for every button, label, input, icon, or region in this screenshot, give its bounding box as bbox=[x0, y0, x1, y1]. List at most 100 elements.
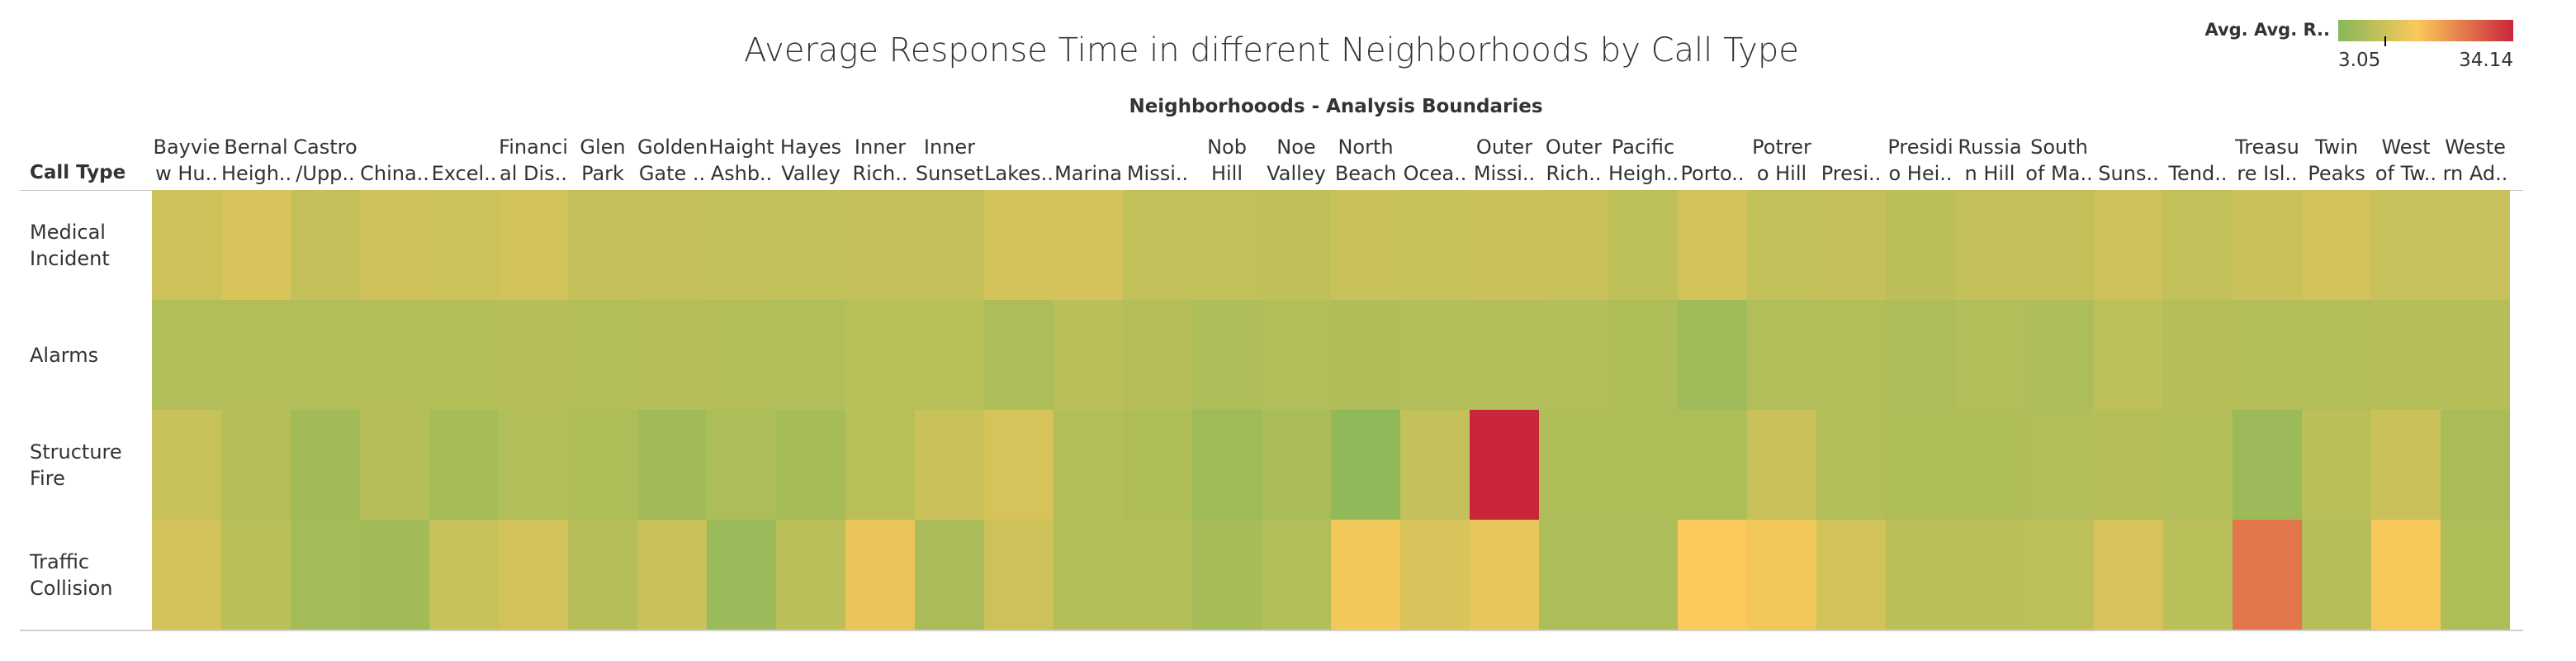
heatmap-cell[interactable] bbox=[1331, 300, 1400, 410]
heatmap-cell[interactable] bbox=[221, 410, 291, 520]
heatmap-cell[interactable] bbox=[429, 410, 499, 520]
heatmap-cell[interactable] bbox=[568, 410, 637, 520]
heatmap-cell[interactable] bbox=[1678, 300, 1747, 410]
heatmap-cell[interactable] bbox=[221, 520, 291, 630]
heatmap-cell[interactable] bbox=[984, 300, 1054, 410]
heatmap-cell[interactable] bbox=[1400, 300, 1470, 410]
heatmap-cell[interactable] bbox=[1400, 190, 1470, 300]
heatmap-cell[interactable] bbox=[2441, 520, 2510, 630]
heatmap-cell[interactable] bbox=[984, 520, 1054, 630]
heatmap-cell[interactable] bbox=[291, 410, 360, 520]
heatmap-cell[interactable] bbox=[1747, 410, 1816, 520]
heatmap-cell[interactable] bbox=[1539, 520, 1608, 630]
heatmap-cell[interactable] bbox=[1054, 300, 1123, 410]
heatmap-cell[interactable] bbox=[1331, 520, 1400, 630]
heatmap-cell[interactable] bbox=[1816, 410, 1886, 520]
heatmap-cell[interactable] bbox=[2371, 300, 2441, 410]
heatmap-cell[interactable] bbox=[360, 520, 429, 630]
heatmap-cell[interactable] bbox=[1886, 520, 1955, 630]
heatmap-cell[interactable] bbox=[291, 520, 360, 630]
heatmap-cell[interactable] bbox=[152, 190, 221, 300]
heatmap-cell[interactable] bbox=[499, 520, 568, 630]
heatmap-cell[interactable] bbox=[2094, 520, 2163, 630]
heatmap-cell[interactable] bbox=[429, 190, 499, 300]
heatmap-cell[interactable] bbox=[429, 520, 499, 630]
heatmap-cell[interactable] bbox=[1816, 300, 1886, 410]
heatmap-cell[interactable] bbox=[1539, 300, 1608, 410]
heatmap-cell[interactable] bbox=[776, 410, 845, 520]
heatmap-cell[interactable] bbox=[429, 300, 499, 410]
heatmap-cell[interactable] bbox=[1123, 190, 1192, 300]
heatmap-cell[interactable] bbox=[2024, 300, 2094, 410]
heatmap-cell[interactable] bbox=[1816, 190, 1886, 300]
heatmap-cell[interactable] bbox=[845, 410, 915, 520]
heatmap-cell[interactable] bbox=[2302, 410, 2371, 520]
heatmap-cell[interactable] bbox=[1262, 520, 1331, 630]
heatmap-cell[interactable] bbox=[984, 190, 1054, 300]
heatmap-cell[interactable] bbox=[1470, 410, 1539, 520]
heatmap-cell[interactable] bbox=[707, 520, 776, 630]
heatmap-cell[interactable] bbox=[2441, 190, 2510, 300]
heatmap-cell[interactable] bbox=[2302, 300, 2371, 410]
heatmap-cell[interactable] bbox=[2233, 520, 2302, 630]
heatmap-cell[interactable] bbox=[637, 300, 707, 410]
heatmap-cell[interactable] bbox=[1400, 410, 1470, 520]
heatmap-cell[interactable] bbox=[1955, 520, 2024, 630]
heatmap-cell[interactable] bbox=[2371, 520, 2441, 630]
heatmap-cell[interactable] bbox=[1886, 300, 1955, 410]
heatmap-cell[interactable] bbox=[1192, 410, 1262, 520]
heatmap-cell[interactable] bbox=[1192, 520, 1262, 630]
heatmap-cell[interactable] bbox=[291, 190, 360, 300]
heatmap-cell[interactable] bbox=[1192, 300, 1262, 410]
heatmap-cell[interactable] bbox=[291, 300, 360, 410]
heatmap-cell[interactable] bbox=[2024, 520, 2094, 630]
heatmap-cell[interactable] bbox=[776, 520, 845, 630]
heatmap-cell[interactable] bbox=[915, 520, 984, 630]
heatmap-cell[interactable] bbox=[1123, 520, 1192, 630]
heatmap-cell[interactable] bbox=[1608, 300, 1678, 410]
heatmap-cell[interactable] bbox=[1123, 300, 1192, 410]
heatmap-cell[interactable] bbox=[1747, 520, 1816, 630]
heatmap-cell[interactable] bbox=[1262, 410, 1331, 520]
heatmap-cell[interactable] bbox=[360, 300, 429, 410]
heatmap-cell[interactable] bbox=[1955, 410, 2024, 520]
heatmap-cell[interactable] bbox=[1678, 410, 1747, 520]
heatmap-cell[interactable] bbox=[1678, 520, 1747, 630]
heatmap-cell[interactable] bbox=[568, 190, 637, 300]
heatmap-cell[interactable] bbox=[915, 300, 984, 410]
heatmap-cell[interactable] bbox=[1539, 410, 1608, 520]
heatmap-cell[interactable] bbox=[776, 300, 845, 410]
heatmap-cell[interactable] bbox=[1955, 300, 2024, 410]
heatmap-cell[interactable] bbox=[1123, 410, 1192, 520]
heatmap-cell[interactable] bbox=[1747, 190, 1816, 300]
heatmap-cell[interactable] bbox=[499, 190, 568, 300]
heatmap-cell[interactable] bbox=[2233, 300, 2302, 410]
heatmap-cell[interactable] bbox=[845, 520, 915, 630]
heatmap-cell[interactable] bbox=[984, 410, 1054, 520]
heatmap-cell[interactable] bbox=[2163, 300, 2233, 410]
heatmap-cell[interactable] bbox=[1747, 300, 1816, 410]
heatmap-cell[interactable] bbox=[2302, 520, 2371, 630]
heatmap-cell[interactable] bbox=[1816, 520, 1886, 630]
heatmap-cell[interactable] bbox=[1470, 190, 1539, 300]
heatmap-cell[interactable] bbox=[637, 190, 707, 300]
heatmap-cell[interactable] bbox=[2024, 410, 2094, 520]
heatmap-cell[interactable] bbox=[2163, 520, 2233, 630]
heatmap-cell[interactable] bbox=[568, 520, 637, 630]
heatmap-cell[interactable] bbox=[152, 520, 221, 630]
heatmap-cell[interactable] bbox=[2371, 190, 2441, 300]
heatmap-cell[interactable] bbox=[845, 300, 915, 410]
heatmap-cell[interactable] bbox=[1608, 410, 1678, 520]
heatmap-cell[interactable] bbox=[1054, 190, 1123, 300]
heatmap-cell[interactable] bbox=[2233, 190, 2302, 300]
heatmap-cell[interactable] bbox=[2371, 410, 2441, 520]
heatmap-cell[interactable] bbox=[1886, 410, 1955, 520]
heatmap-cell[interactable] bbox=[2094, 410, 2163, 520]
heatmap-cell[interactable] bbox=[221, 190, 291, 300]
heatmap-cell[interactable] bbox=[1470, 300, 1539, 410]
heatmap-cell[interactable] bbox=[845, 190, 915, 300]
heatmap-cell[interactable] bbox=[152, 410, 221, 520]
heatmap-cell[interactable] bbox=[568, 300, 637, 410]
heatmap-cell[interactable] bbox=[1262, 300, 1331, 410]
heatmap-cell[interactable] bbox=[499, 410, 568, 520]
